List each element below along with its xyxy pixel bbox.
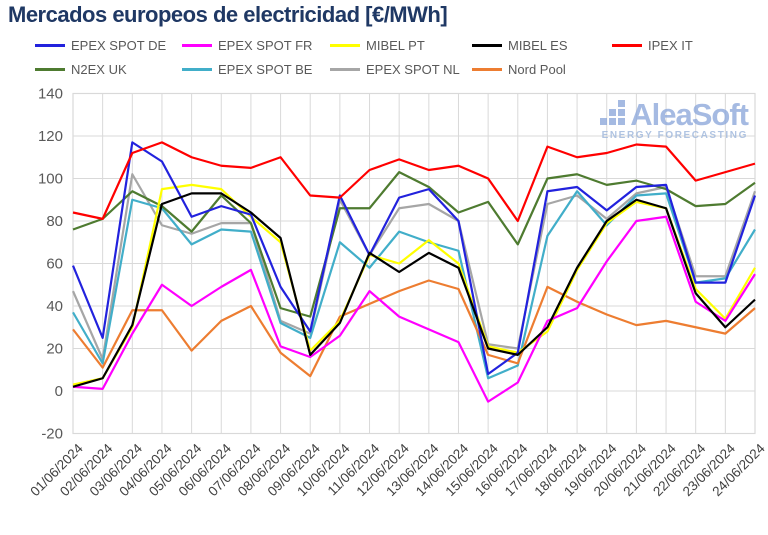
legend-line-epex-spot-fr: [182, 43, 212, 47]
legend-item-epex-spot-fr: EPEX SPOT FR: [182, 36, 312, 54]
legend-item-ipex-it: IPEX IT: [612, 36, 693, 54]
watermark-logo: AleaSoft ENERGY FORECASTING: [598, 97, 749, 141]
legend-label-n2ex-uk: N2EX UK: [71, 61, 127, 77]
dot: [600, 118, 608, 125]
legend-line-mibel-es: [472, 43, 502, 47]
y-axis-label: 60: [46, 256, 63, 273]
dot: [618, 118, 626, 125]
series-epex-spot-be: [72, 190, 756, 380]
legend: EPEX SPOT DE EPEX SPOT FR MIBEL PT MIBEL ES…: [0, 36, 768, 90]
brand-tagline: ENERGY FORECASTING: [601, 130, 748, 141]
legend-label-epex-spot-be: EPEX SPOT BE: [218, 61, 313, 77]
y-axis-label: 40: [46, 298, 63, 315]
legend-item-n2ex-uk: N2EX UK: [35, 60, 127, 78]
series-epex-spot-nl: [71, 173, 757, 361]
legend-item-epex-spot-nl: EPEX SPOT NL: [330, 60, 460, 78]
y-axis-label: 120: [38, 128, 63, 145]
series-epex-spot-fr: [72, 215, 756, 403]
legend-line-epex-spot-nl: [330, 67, 360, 71]
series-n2ex-uk: [72, 171, 756, 318]
y-axis-label: -20: [41, 426, 63, 443]
legend-label-nord-pool: Nord Pool: [508, 61, 566, 77]
page-title: Mercados europeos de electricidad [€/MWh…: [8, 2, 448, 27]
y-axis-label: 0: [55, 383, 63, 400]
plot-border: [72, 92, 756, 435]
legend-label-mibel-pt: MIBEL PT: [366, 37, 425, 53]
dot-column: [609, 107, 617, 125]
dot-column: [600, 116, 608, 125]
series-mibel-pt: [72, 183, 756, 386]
legend-label-epex-spot-fr: EPEX SPOT FR: [218, 37, 313, 53]
dot: [609, 118, 617, 125]
legend-line-mibel-pt: [330, 43, 360, 47]
series-ipex-it: [72, 141, 756, 223]
brand-row: AleaSoft: [598, 97, 749, 133]
y-axis-label: 20: [46, 341, 63, 358]
legend-label-mibel-es: MIBEL ES: [508, 37, 568, 53]
series-mibel-es: [72, 192, 756, 388]
series-epex-spot-de: [71, 141, 757, 376]
legend-label-ipex-it: IPEX IT: [648, 37, 693, 53]
legend-item-epex-spot-be: EPEX SPOT BE: [182, 60, 312, 78]
dot: [618, 100, 626, 107]
brand-name: AleaSoft: [630, 97, 749, 133]
legend-item-mibel-pt: MIBEL PT: [330, 36, 425, 54]
legend-line-epex-spot-de: [35, 43, 65, 47]
legend-line-n2ex-uk: [35, 67, 65, 71]
legend-label-epex-spot-de: EPEX SPOT DE: [71, 37, 167, 53]
series-nord-pool: [72, 279, 756, 378]
legend-line-ipex-it: [612, 43, 642, 47]
y-axis-label: 100: [38, 171, 63, 188]
legend-line-nord-pool: [472, 67, 502, 71]
legend-item-epex-spot-de: EPEX SPOT DE: [35, 36, 166, 54]
legend-item-mibel-es: MIBEL ES: [472, 36, 567, 54]
y-axis-label: 80: [46, 213, 63, 230]
x-axis: 01/06/202402/06/202403/06/202404/06/2024…: [27, 440, 768, 499]
legend-line-epex-spot-be: [182, 67, 212, 71]
y-axis: -20 0 20 40 60 80 100 120 140: [38, 86, 63, 443]
dot-column: [618, 98, 626, 125]
dot: [609, 109, 617, 116]
legend-item-nord-pool: Nord Pool: [472, 60, 566, 78]
dot: [618, 109, 626, 116]
y-axis-label: 140: [38, 86, 63, 103]
legend-label-epex-spot-nl: EPEX SPOT NL: [366, 61, 460, 77]
aleasoft-dots-icon: [598, 98, 626, 125]
